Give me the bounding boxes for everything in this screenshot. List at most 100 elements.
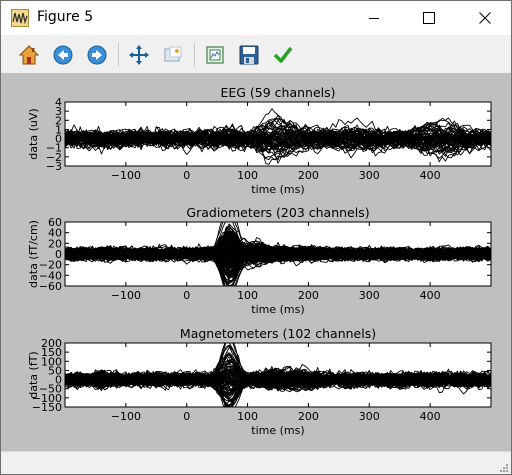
chart-title: Gradiometers (203 channels): [186, 205, 369, 220]
series-lines: [65, 222, 491, 286]
series-lines: [65, 108, 491, 165]
channel-trace: [65, 126, 491, 151]
channel-trace: [65, 245, 491, 259]
pan-button[interactable]: [127, 43, 151, 67]
y-tick-label: 0: [55, 374, 62, 387]
y-tick-label: 0: [55, 133, 62, 146]
y-tick-label: 60: [48, 216, 62, 229]
toolbar-separator: [118, 43, 119, 67]
y-tick-label: −1: [46, 142, 62, 155]
figure-canvas[interactable]: −100 0 100 200 300 400 −3 −2 −1 0 1 2 3 4 EEG (59 chan…: [1, 73, 511, 451]
x-axis-label: time (ms): [251, 183, 304, 196]
channel-trace: [65, 243, 491, 265]
x-tick-label: 0: [183, 410, 190, 423]
move-arrows-icon: [129, 45, 149, 65]
zoom-button[interactable]: [161, 43, 185, 67]
chart-title: EEG (59 channels): [220, 85, 335, 100]
channel-trace: [65, 365, 491, 391]
y-axis-label: data (fT/cm): [27, 220, 40, 288]
y-axis-label: data (fT): [27, 351, 40, 398]
floppy-disk-icon: [239, 45, 259, 65]
home-icon: [18, 45, 40, 65]
channel-trace: [65, 367, 491, 387]
x-tick-label: 0: [183, 169, 190, 182]
y-tick-label: −40: [39, 269, 62, 282]
y-tick-label: 2: [55, 114, 62, 127]
y-tick-label: −2: [46, 151, 62, 164]
back-button[interactable]: [51, 43, 75, 67]
x-tick-label: 0: [183, 289, 190, 302]
x-tick-label: 100: [237, 169, 258, 182]
zoom-rect-icon: [164, 46, 182, 62]
channel-trace: [65, 128, 491, 152]
y-tick-label: 20: [48, 237, 62, 250]
maximize-icon: [423, 12, 435, 24]
toolbar-separator: [194, 43, 195, 67]
y-tick-label: 150: [41, 346, 62, 359]
x-axis-label: time (ms): [251, 303, 304, 316]
window-title: Figure 5: [37, 9, 94, 25]
configure-subplots-button[interactable]: [203, 43, 227, 67]
x-tick-label: 200: [298, 169, 319, 182]
y-tick-label: −150: [32, 401, 62, 414]
channel-trace: [65, 373, 491, 391]
channel-trace: [65, 129, 491, 152]
matplotlib-figure-icon: [11, 9, 29, 27]
channel-trace: [65, 241, 491, 263]
x-tick-label: 300: [359, 289, 380, 302]
arrow-left-icon: [53, 45, 73, 65]
x-tick-label: 400: [420, 169, 441, 182]
x-tick-label: 100: [237, 289, 258, 302]
status-bar: [1, 451, 511, 474]
chart-title: Magnetometers (102 channels): [180, 326, 376, 341]
y-tick-label: 40: [48, 227, 62, 240]
subplot-2: −100 0 100 200 300 400−60−40−200204060Gradiom…: [27, 205, 492, 316]
channel-trace: [65, 245, 491, 283]
y-axis-label: data (uV): [27, 108, 40, 159]
x-tick-label: 200: [298, 410, 319, 423]
y-tick-label: −60: [39, 280, 62, 293]
x-tick-label: −100: [111, 169, 141, 182]
x-tick-label: 400: [420, 289, 441, 302]
subplots-icon: [206, 46, 224, 64]
y-tick-label: 50: [48, 364, 62, 377]
y-tick-label: 4: [55, 96, 62, 109]
forward-button[interactable]: [85, 43, 109, 67]
y-tick-label: 1: [55, 123, 62, 136]
channel-trace: [65, 124, 491, 148]
x-tick-label: −100: [111, 289, 141, 302]
home-button[interactable]: [17, 43, 41, 67]
channel-trace: [65, 119, 491, 161]
axes-frame: [64, 101, 492, 167]
y-tick-label: 100: [41, 355, 62, 368]
y-tick-label: 0: [55, 248, 62, 261]
x-tick-label: 100: [237, 410, 258, 423]
checkmark-icon: [273, 46, 293, 63]
y-tick-label: −100: [32, 392, 62, 405]
x-tick-label: 200: [298, 289, 319, 302]
x-tick-label: 300: [359, 410, 380, 423]
series-lines: [65, 343, 491, 407]
axes-frame: [64, 342, 492, 408]
edit-axes-button[interactable]: [271, 43, 295, 67]
arrow-right-icon: [87, 45, 107, 65]
close-icon: [479, 12, 491, 24]
save-button[interactable]: [237, 43, 261, 67]
y-tick-label: −3: [46, 160, 62, 173]
x-tick-label: −100: [111, 410, 141, 423]
navigation-toolbar: [1, 35, 511, 73]
minimize-icon: [369, 18, 379, 19]
close-button[interactable]: [462, 1, 508, 35]
title-bar[interactable]: Figure 5: [1, 1, 511, 35]
minimize-button[interactable]: [351, 1, 397, 35]
subplot-3: −100 0 100 200 300 400−150−100−50050100150200…: [27, 326, 492, 437]
y-tick-label: −50: [39, 383, 62, 396]
y-tick-label: −20: [39, 259, 62, 272]
y-tick-label: 3: [55, 105, 62, 118]
maximize-button[interactable]: [406, 1, 452, 35]
resize-grip-icon[interactable]: [499, 463, 509, 473]
x-axis-label: time (ms): [251, 424, 304, 437]
